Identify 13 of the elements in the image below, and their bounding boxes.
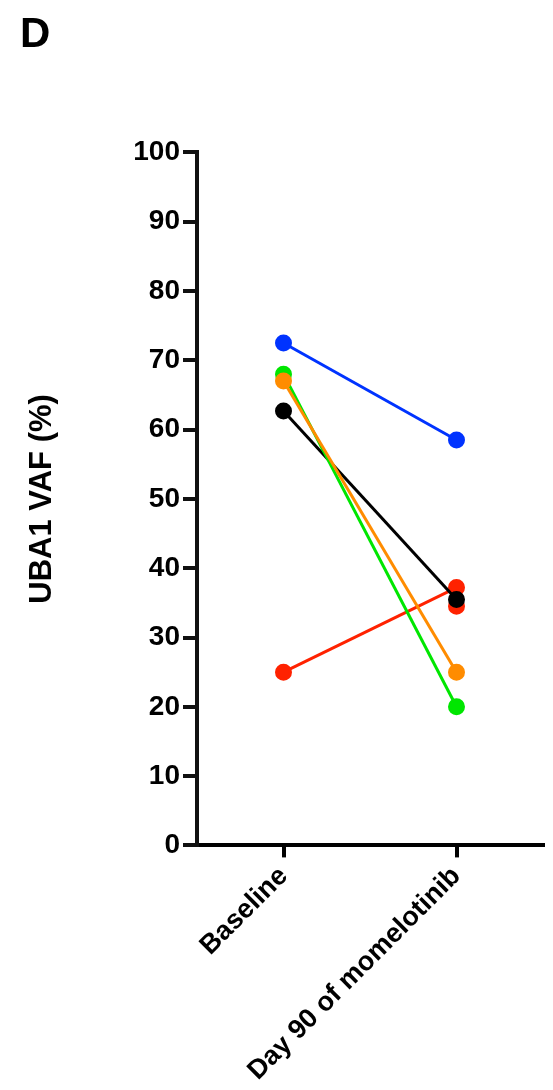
y-tick-label: 50: [148, 481, 180, 513]
y-axis-title: UBA1 VAF (%): [23, 394, 59, 604]
y-tick-label: 10: [148, 758, 180, 790]
y-tick-label: 40: [148, 550, 180, 582]
y-tick-label: 90: [148, 204, 180, 236]
chart-title: D: [20, 8, 51, 56]
y-tick-label: 20: [148, 689, 180, 721]
y-tick-label: 0: [164, 828, 180, 860]
y-tick-label: 30: [148, 620, 180, 652]
y-tick-label: 60: [148, 412, 180, 444]
y-tick-label: 80: [148, 273, 180, 305]
y-tick-label: 100: [133, 135, 180, 167]
y-tick-label: 70: [148, 343, 180, 375]
